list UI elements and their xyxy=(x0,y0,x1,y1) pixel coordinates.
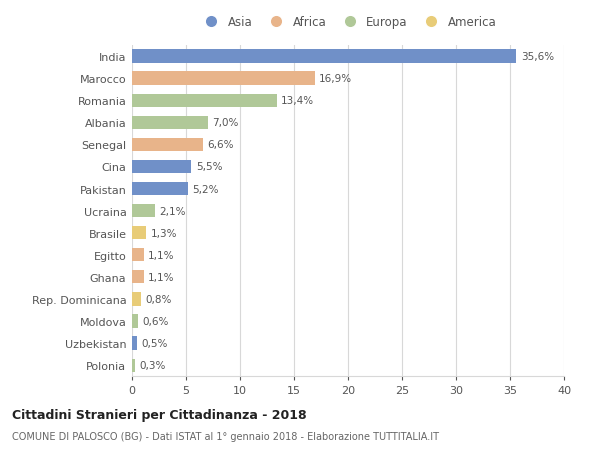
Text: 6,6%: 6,6% xyxy=(208,140,234,150)
Text: COMUNE DI PALOSCO (BG) - Dati ISTAT al 1° gennaio 2018 - Elaborazione TUTTITALIA: COMUNE DI PALOSCO (BG) - Dati ISTAT al 1… xyxy=(12,431,439,442)
Text: 35,6%: 35,6% xyxy=(521,52,554,62)
Bar xyxy=(132,205,155,218)
Text: 5,5%: 5,5% xyxy=(196,162,222,172)
Text: 1,1%: 1,1% xyxy=(148,272,175,282)
Text: 1,1%: 1,1% xyxy=(148,250,175,260)
Text: 13,4%: 13,4% xyxy=(281,96,314,106)
Bar xyxy=(132,315,139,328)
Text: Cittadini Stranieri per Cittadinanza - 2018: Cittadini Stranieri per Cittadinanza - 2… xyxy=(12,409,307,421)
Bar xyxy=(132,50,517,63)
Bar xyxy=(132,359,135,372)
Text: 2,1%: 2,1% xyxy=(159,206,185,216)
Text: 0,8%: 0,8% xyxy=(145,294,172,304)
Bar xyxy=(132,293,140,306)
Bar xyxy=(132,271,144,284)
Bar xyxy=(132,161,191,174)
Bar xyxy=(132,95,277,107)
Text: 16,9%: 16,9% xyxy=(319,74,352,84)
Bar xyxy=(132,183,188,196)
Text: 5,2%: 5,2% xyxy=(193,184,219,194)
Text: 0,6%: 0,6% xyxy=(143,316,169,326)
Text: 1,3%: 1,3% xyxy=(151,228,177,238)
Bar xyxy=(132,139,203,151)
Bar xyxy=(132,117,208,129)
Text: 0,3%: 0,3% xyxy=(140,360,166,370)
Text: 0,5%: 0,5% xyxy=(142,338,168,348)
Legend: Asia, Africa, Europa, America: Asia, Africa, Europa, America xyxy=(194,11,502,34)
Bar xyxy=(132,337,137,350)
Bar xyxy=(132,227,146,240)
Bar xyxy=(132,249,144,262)
Text: 7,0%: 7,0% xyxy=(212,118,238,128)
Bar xyxy=(132,73,314,85)
